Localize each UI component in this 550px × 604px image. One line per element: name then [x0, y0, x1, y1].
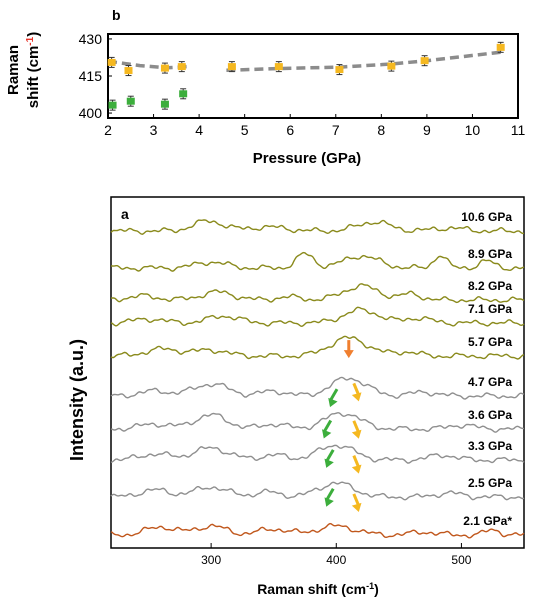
- peak-arrow: [351, 493, 362, 512]
- spectrum-pressure-label: 4.7 GPa: [468, 375, 512, 389]
- panel-b-xtick-label: 9: [423, 122, 431, 138]
- panel-b-fit-line: [107, 59, 188, 70]
- spectrum-line: [110, 335, 525, 360]
- panel-b-ylabel-line1: Raman: [5, 45, 22, 95]
- spectrum-line: [110, 522, 525, 539]
- panel-b-data-point-1: [160, 98, 169, 110]
- panel-b-xtick-label: 2: [104, 122, 112, 138]
- peak-arrow: [343, 340, 354, 359]
- panel-b-xlabel: Pressure (GPa): [253, 150, 361, 167]
- peak-arrow-head: [351, 392, 362, 402]
- panel-b-xtick-label: 11: [511, 122, 526, 138]
- panel-b-marker: [496, 43, 505, 51]
- peak-arrow-head: [324, 497, 334, 507]
- panel-b-frame: [107, 33, 519, 119]
- panel-b-ytick-label: 430: [79, 31, 103, 47]
- spectrum-pressure-label: 5.7 GPa: [468, 335, 512, 349]
- spectrum-line: [110, 481, 525, 501]
- spectrum-line: [110, 306, 525, 328]
- spectrum-line: [110, 251, 525, 272]
- panel-b-marker: [160, 100, 169, 108]
- spectrum-line: [110, 444, 525, 464]
- panel-b-data-point-0: [274, 61, 283, 73]
- panel-b-xtick-label: 10: [465, 122, 481, 138]
- panel-a-label: a: [121, 206, 129, 222]
- peak-arrow-head: [351, 464, 362, 474]
- panel-b-marker: [177, 63, 186, 71]
- panel-b-marker: [227, 63, 236, 71]
- panel-b-marker: [179, 90, 188, 98]
- spectrum-pressure-label: 8.9 GPa: [468, 247, 512, 261]
- panel-b-data-point-0: [387, 60, 396, 72]
- panel-b-marker: [274, 63, 283, 71]
- panel-b-xtick-label: 7: [332, 122, 340, 138]
- panel-a-xtick-label: 300: [201, 553, 221, 567]
- panel-b-ytick-label: 415: [79, 68, 103, 84]
- panel-b-marker: [335, 66, 344, 74]
- panel-b-marker: [126, 97, 135, 105]
- panel-a-ylabel-text: Intensity (a.u.): [67, 339, 87, 461]
- panel-b-data-point-0: [160, 62, 169, 74]
- panel-b-fit-line: [226, 50, 505, 73]
- panel-b-marker: [160, 64, 169, 72]
- panel-b-data-point-0: [227, 61, 236, 73]
- spectrum-pressure-label: 3.3 GPa: [468, 439, 512, 453]
- panel-b-data-point-0: [335, 64, 344, 76]
- peak-arrow-head: [321, 429, 332, 439]
- panel-b-ylabel-line2: shift (cm-1): [25, 32, 42, 108]
- peak-arrow: [351, 420, 362, 439]
- panel-b-ylabel: Raman shift (cm-1): [5, 32, 42, 108]
- peak-arrow: [321, 419, 333, 439]
- spectrum-line: [110, 412, 525, 433]
- peak-arrow: [324, 487, 335, 507]
- spectrum-line: [110, 283, 525, 304]
- spectrum-pressure-label: 3.6 GPa: [468, 408, 512, 422]
- spectrum-pressure-label: 8.2 GPa: [468, 279, 512, 293]
- panel-b-marker: [387, 62, 396, 70]
- spectrum-pressure-label: 7.1 GPa: [468, 302, 512, 316]
- peak-arrow: [324, 449, 335, 468]
- peak-arrow: [328, 388, 339, 408]
- panel-b-marker: [107, 58, 116, 66]
- peak-arrow-head: [351, 429, 362, 439]
- panel-b-xtick-label: 8: [377, 122, 385, 138]
- peak-arrow: [351, 382, 362, 402]
- panel-b-data-point-0: [420, 55, 429, 67]
- panel-b-xtick-label: 3: [150, 122, 158, 138]
- panel-b-data-point-1: [179, 88, 188, 100]
- panel-b-xtick-label: 4: [195, 122, 203, 138]
- panel-a-xlabel: Raman shift (cm-1): [257, 581, 379, 597]
- spectrum-line: [110, 219, 525, 235]
- panel-a-xtick-label: 500: [451, 553, 471, 567]
- panel-b-ytick-label: 400: [79, 105, 103, 121]
- panel-a-frame: [110, 196, 525, 549]
- peak-arrow-head: [351, 502, 362, 512]
- peak-arrow-head: [328, 397, 338, 408]
- panel-b-data-point-0: [124, 65, 133, 77]
- panel-b-data-point-0: [496, 41, 505, 53]
- spectrum-line: [110, 376, 525, 400]
- panel-b-label: b: [112, 7, 121, 23]
- panel-b-data-point-0: [107, 56, 116, 68]
- peak-arrow-head: [343, 350, 354, 359]
- spectrum-pressure-label: 2.5 GPa: [468, 476, 512, 490]
- panel-b-data-point-1: [126, 95, 135, 107]
- panel-a-xtick-label: 400: [326, 553, 346, 567]
- spectrum-pressure-label: 2.1 GPa*: [463, 514, 512, 528]
- panel-b-marker: [420, 57, 429, 65]
- spectrum-pressure-label: 10.6 GPa: [461, 210, 512, 224]
- panel-b-data-point-1: [108, 99, 117, 111]
- panel-b-marker: [108, 101, 117, 109]
- peak-arrow: [351, 455, 362, 474]
- panel-b-data-point-0: [177, 61, 186, 73]
- panel-b-xtick-label: 6: [286, 122, 294, 138]
- panel-b-marker: [124, 67, 133, 75]
- panel-a-ylabel: Intensity (a.u.): [67, 339, 87, 461]
- peak-arrow-head: [324, 458, 334, 468]
- panel-b-xtick-label: 5: [241, 122, 249, 138]
